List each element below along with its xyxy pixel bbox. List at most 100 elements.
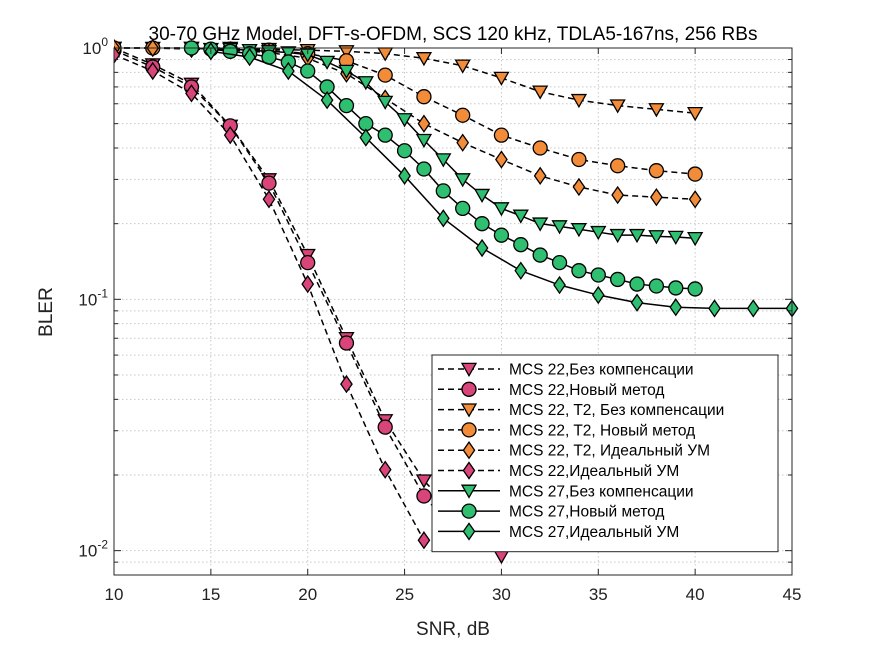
series-7 xyxy=(183,40,703,297)
data-point xyxy=(417,531,431,550)
x-tick-label: 25 xyxy=(395,585,414,604)
x-axis-label: SNR, dB xyxy=(416,619,490,640)
y-axis-label: BLER xyxy=(36,287,57,337)
data-point xyxy=(436,209,450,228)
data-point xyxy=(493,202,510,217)
data-point xyxy=(416,89,432,105)
axis-ticks: 10 15 20 25 30 35 40 45 10-2 10-1 100 xyxy=(78,35,801,604)
x-tick-label: 35 xyxy=(589,585,608,604)
legend-label: MCS 22, T2, Новый метод xyxy=(509,422,695,439)
data-point xyxy=(223,125,237,145)
data-point xyxy=(415,52,433,67)
data-point xyxy=(338,335,355,351)
data-point xyxy=(114,45,121,64)
legend-marker xyxy=(461,381,477,397)
data-point xyxy=(512,209,529,224)
data-point xyxy=(708,299,721,318)
legend-label: MCS 27,Без компенсации xyxy=(509,483,694,500)
x-tick-label: 30 xyxy=(492,585,511,604)
legend-label: MCS 27,Новый метод xyxy=(509,504,664,521)
data-point xyxy=(474,216,490,232)
data-point xyxy=(415,133,433,149)
data-point xyxy=(398,166,411,186)
x-tick-label: 45 xyxy=(783,585,802,604)
data-point xyxy=(455,107,471,123)
data-point xyxy=(533,166,547,186)
data-point xyxy=(493,127,510,143)
data-point xyxy=(454,59,471,74)
series-line xyxy=(114,54,425,541)
data-series xyxy=(114,38,799,565)
data-point xyxy=(378,460,392,479)
data-point xyxy=(532,247,548,263)
data-point xyxy=(377,127,393,143)
data-point xyxy=(493,71,510,86)
data-point xyxy=(570,223,588,238)
data-point xyxy=(473,188,491,203)
data-point xyxy=(570,93,588,109)
data-point xyxy=(456,133,470,152)
legend-label: MCS 22, T2, Идеальный УМ xyxy=(509,443,710,460)
data-point xyxy=(669,298,683,317)
data-point xyxy=(648,230,665,245)
legend-box xyxy=(431,354,779,553)
chart-title: 30-70 GHz Model, DFT-s-OFDM, SCS 120 kHz… xyxy=(149,24,758,45)
data-point xyxy=(416,488,432,504)
data-point xyxy=(416,161,432,177)
legend-label: MCS 27,Идеальный УМ xyxy=(509,524,679,541)
data-point xyxy=(609,228,626,244)
data-point xyxy=(571,151,587,168)
data-point xyxy=(417,114,431,133)
data-point xyxy=(262,190,276,209)
data-point xyxy=(338,64,355,79)
legend-marker xyxy=(460,403,478,418)
data-point xyxy=(571,263,587,279)
data-point xyxy=(320,90,334,110)
data-point xyxy=(551,254,568,271)
data-point xyxy=(222,43,238,59)
x-tick-label: 15 xyxy=(201,585,220,604)
data-point xyxy=(340,374,353,394)
legend-marker xyxy=(462,461,476,480)
legend-label: MCS 22,Новый метод xyxy=(509,382,664,399)
data-point xyxy=(591,285,605,305)
data-point xyxy=(590,267,606,283)
data-point xyxy=(687,107,704,122)
data-point xyxy=(572,177,586,197)
data-point xyxy=(280,46,297,61)
data-point xyxy=(357,76,374,91)
data-point xyxy=(495,150,508,169)
data-point xyxy=(532,140,548,156)
series-8 xyxy=(204,42,799,318)
data-point xyxy=(359,128,373,147)
series-line xyxy=(114,49,464,541)
data-point xyxy=(415,474,433,489)
data-point xyxy=(551,220,568,235)
data-point xyxy=(338,97,355,114)
data-point xyxy=(300,63,316,79)
series-line xyxy=(114,47,696,114)
data-point xyxy=(688,190,702,209)
y-tick-label: 100 xyxy=(82,35,108,58)
data-point xyxy=(475,238,489,258)
data-point xyxy=(668,280,684,296)
legend-marker xyxy=(461,422,477,438)
data-point xyxy=(146,61,160,81)
series-line xyxy=(114,47,696,201)
legend-marker xyxy=(460,484,478,499)
data-point xyxy=(338,45,355,60)
data-point xyxy=(687,281,703,297)
legend-marker xyxy=(460,362,478,377)
y-tick-label: 10-1 xyxy=(78,286,108,309)
data-point xyxy=(185,84,198,103)
data-point xyxy=(261,175,277,191)
data-point xyxy=(687,231,704,247)
data-point xyxy=(514,261,528,280)
data-point xyxy=(318,55,336,70)
data-point xyxy=(532,217,549,232)
data-point xyxy=(301,274,315,294)
x-tick-label: 10 xyxy=(105,585,124,604)
data-point xyxy=(648,103,665,118)
series-6 xyxy=(183,41,704,247)
data-point xyxy=(532,85,549,100)
